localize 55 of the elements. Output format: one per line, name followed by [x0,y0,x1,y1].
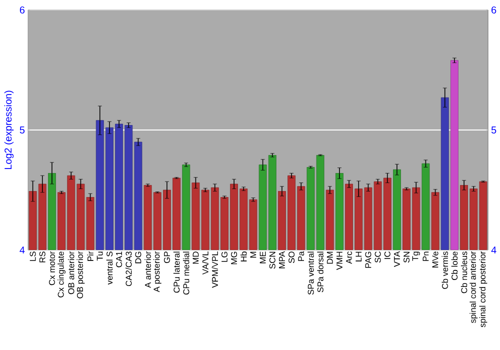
x-tick-label: ventral S [106,252,113,285]
y2-tick-label: 6 [492,6,496,14]
x-tick-label: SC [374,252,381,263]
x-tick-label: VMH [336,252,342,270]
x-tick-label: OB anterior [68,251,74,294]
x-tick-label: SCN [269,252,276,269]
x-tick-label: A posterior [153,251,162,292]
y-tick-label: 5 [20,126,25,134]
x-tick-label: VTA [394,251,400,268]
x-tick-label: OB posterior [76,251,85,298]
x-tick-label: DG [135,252,142,264]
x-tick-label: spinal cord posterior [479,251,488,328]
x-tick-label: Cb lobe [451,252,458,280]
y2-tick-label: 5 [491,126,496,134]
x-tick-label: Tg [412,252,420,261]
x-tick-label: Pn [422,252,429,261]
x-tick-label: CPu medial [183,252,190,295]
x-tick-label: PAG [365,252,372,268]
x-tick-label: CA2/CA3 [126,252,132,286]
x-tick-label: VA/VL [202,251,208,275]
x-tick-label: Cb nucleus [460,252,468,294]
x-tick-label: LH [356,252,362,262]
x-tick-label: IC [384,252,390,259]
x-tick-label: MG [231,252,238,264]
x-tick-label: Cx cingulate [58,252,66,298]
x-tick-label: Pir [87,251,94,261]
x-tick-label: spinal cord anterior [470,251,478,323]
x-tick-label: SN [404,252,410,263]
x-tick-label: Arc [346,251,352,264]
x-tick-label: DM [326,252,333,264]
x-tick-label: LG [221,252,228,262]
x-tick-label: Cb vermis [442,252,448,289]
x-tick-label: CA1 [116,252,122,268]
x-tick-label: Hb [240,252,247,262]
x-tick-label: SPa dorsal [317,252,324,292]
x-tick-label: ME [260,252,266,264]
x-tick-label: VPM/VPL [212,251,218,288]
y-axis-title: Log2 (expression) [4,90,14,170]
y2-tick-label: 4 [491,246,496,254]
x-tick-label: Pa [298,251,304,261]
y-tick-label: 4 [20,246,25,254]
x-tick-label: Cx motor [48,251,55,286]
x-tick-label: SO [288,252,295,264]
x-tick-label: Tu [96,252,103,261]
x-tick-label: GP [164,252,170,264]
x-tick-label: A anterior [144,251,151,288]
x-tick-label: M [250,252,256,258]
x-tick-label: CPu lateral [173,252,180,293]
x-tick-label: MVe [432,252,438,268]
x-tick-label: LS [30,252,36,261]
y-tick-label: 6 [20,6,25,14]
x-tick-label: MD [192,252,199,264]
x-tick-label: MPA [279,251,285,268]
x-tick-label: SPa ventral [308,252,314,295]
x-tick-label: RS [39,252,46,262]
